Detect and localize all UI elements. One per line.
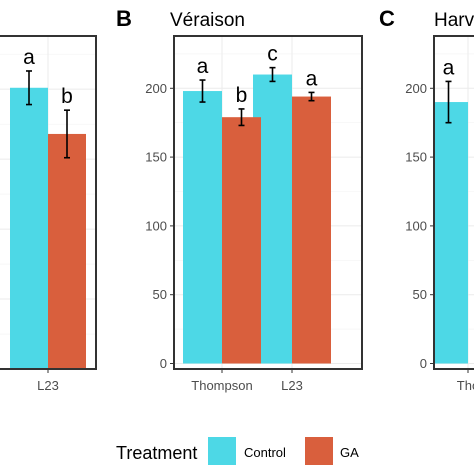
error-bar (26, 70, 32, 106)
y-tick-label: 50 (153, 287, 167, 302)
panel-letter: C (379, 6, 395, 31)
legend-key-control (208, 437, 236, 465)
significance-letter: a (443, 56, 455, 79)
panel-frame (173, 35, 363, 370)
panel-2: a cb a 0 50 100 150 200 Thompson L23 Véraison B (116, 6, 363, 393)
bar-control (10, 87, 48, 369)
panel-title: Véraison (170, 10, 245, 31)
significance-letter: a (23, 46, 35, 69)
y-tick-label: 0 (420, 356, 427, 371)
panel-3: a 0 50 100 150 200 Tho Harv C (379, 6, 474, 393)
plot-area: a cb a (174, 36, 362, 369)
y-tick-label: 200 (145, 81, 167, 96)
bar-ga (292, 96, 331, 364)
legend-key-ga (305, 437, 333, 465)
error-bar (64, 109, 70, 159)
y-tick-label: 0 (160, 356, 167, 371)
x-tick-label: L23 (37, 378, 59, 393)
panel-frame (433, 35, 474, 370)
error-bar (308, 91, 315, 102)
significance-letter: b (236, 84, 248, 107)
bar-control (183, 91, 222, 364)
legend-label: Control (244, 445, 286, 460)
error-bar (199, 79, 206, 103)
error-bar (269, 66, 276, 83)
y-tick-label: 150 (145, 150, 167, 165)
legend-label: GA (340, 445, 359, 460)
significance-letter: a (306, 67, 318, 90)
error-bar (445, 80, 452, 124)
y-tick-label: 50 (413, 287, 427, 302)
panel-letter: B (116, 6, 132, 31)
significance-letter: a (197, 55, 209, 78)
bar-ga (48, 133, 86, 369)
legend: Treatment Control GA (116, 437, 359, 465)
panel-title: Harv (434, 10, 474, 31)
x-tick-label: L23 (281, 378, 303, 393)
significance-letter: b (61, 85, 73, 108)
y-tick-label: 100 (145, 218, 167, 233)
plot-area: ab (0, 36, 96, 369)
y-tick-label: 100 (405, 218, 427, 233)
x-tick-label: Thompson (191, 378, 252, 393)
panel-frame (0, 35, 97, 370)
bar-ga (222, 117, 261, 364)
plot-area: a (434, 36, 474, 369)
bar-control (434, 102, 468, 364)
significance-letter: c (267, 43, 278, 66)
y-tick-label: 150 (405, 150, 427, 165)
legend-title: Treatment (116, 443, 197, 463)
error-bar (238, 108, 245, 127)
y-tick-label: 200 (405, 81, 427, 96)
x-tick-label: Tho (457, 378, 474, 393)
